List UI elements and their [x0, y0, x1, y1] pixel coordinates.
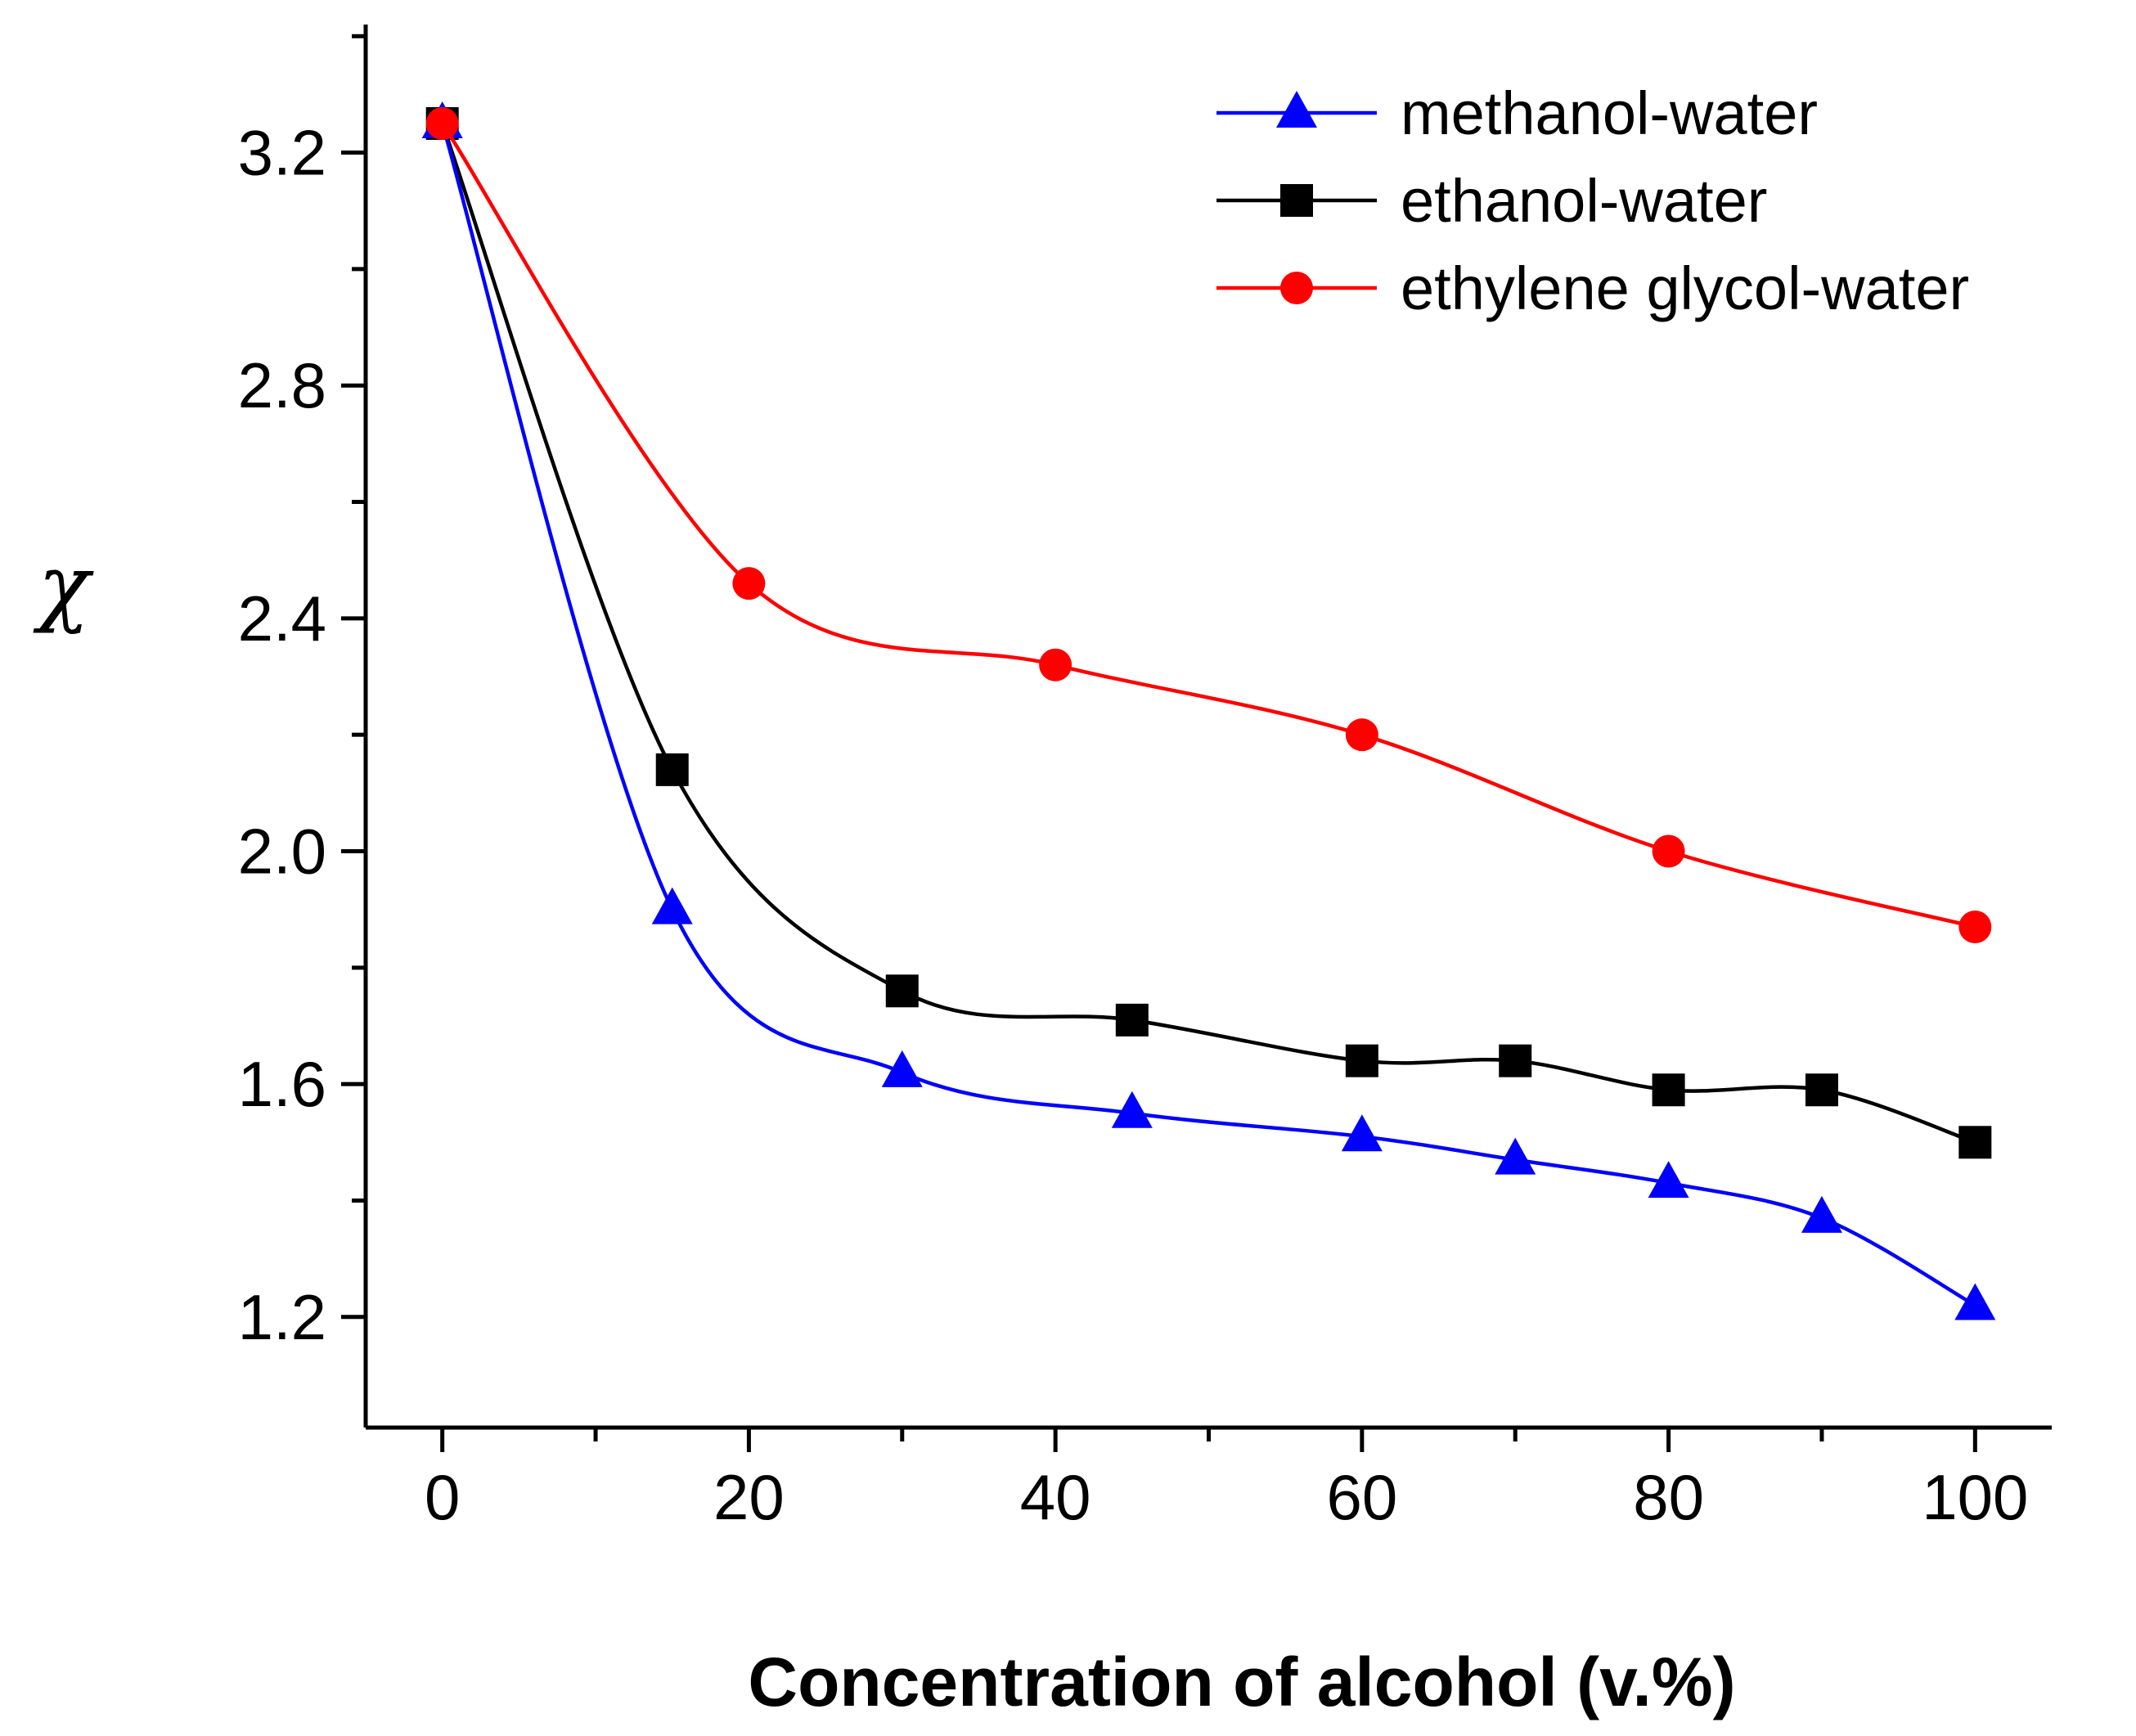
- legend-item-ethylene-glycol-water: ethylene glycol-water: [1216, 254, 1969, 322]
- x-tick-label: 0: [425, 1461, 460, 1533]
- data-point-methanol-water: [1341, 1114, 1383, 1152]
- x-tick-label: 40: [1020, 1461, 1091, 1533]
- x-tick-label: 60: [1326, 1461, 1397, 1533]
- data-point-ethanol-water: [1805, 1073, 1838, 1107]
- y-axis-title: χ: [32, 536, 94, 636]
- series-line-ethanol-water: [440, 121, 1977, 1145]
- y-tick-label: 2.8: [238, 349, 326, 421]
- x-tick-label: 80: [1633, 1461, 1704, 1533]
- data-point-ethylene-glycol-water: [1958, 911, 1992, 944]
- legend-marker-triangle: [1276, 91, 1317, 128]
- data-point-methanol-water: [1495, 1137, 1536, 1175]
- plot-series: [421, 101, 1996, 1320]
- data-point-methanol-water: [881, 1050, 923, 1087]
- series-line-ethylene-glycol-water: [440, 121, 1977, 929]
- y-tick-label: 1.2: [238, 1281, 326, 1353]
- data-point-methanol-water: [651, 887, 693, 924]
- series-line-methanol-water: [440, 121, 1977, 1307]
- data-point-ethanol-water: [655, 753, 689, 786]
- series-methanol-water: [421, 101, 1996, 1320]
- legend-marker-square: [1280, 184, 1313, 217]
- legend: methanol-water ethanol-water ethylene glyc…: [1216, 79, 1969, 322]
- legend-label: ethanol-water: [1401, 167, 1767, 235]
- data-point-ethylene-glycol-water: [1652, 834, 1685, 868]
- y-tick-label: 3.2: [238, 117, 326, 189]
- series-ethylene-glycol-water: [425, 106, 1992, 944]
- data-point-ethanol-water: [1115, 1003, 1149, 1037]
- y-tick-label: 2.0: [238, 815, 326, 887]
- legend-item-methanol-water: methanol-water: [1216, 79, 1818, 147]
- data-point-ethanol-water: [1499, 1044, 1532, 1077]
- data-point-ethylene-glycol-water: [732, 567, 766, 600]
- data-point-ethylene-glycol-water: [425, 106, 459, 140]
- legend-label: methanol-water: [1401, 79, 1818, 147]
- data-point-ethylene-glycol-water: [1039, 648, 1072, 681]
- legend-marker-circle: [1280, 272, 1313, 304]
- legend-item-ethanol-water: ethanol-water: [1216, 167, 1767, 235]
- data-point-ethanol-water: [1958, 1126, 1992, 1159]
- data-point-ethanol-water: [1345, 1044, 1378, 1077]
- x-axis-title: Concentration of alcohol (v.%): [748, 1644, 1735, 1720]
- data-point-ethylene-glycol-water: [1345, 718, 1378, 752]
- y-tick-label: 2.4: [238, 582, 326, 654]
- legend-label: ethylene glycol-water: [1401, 254, 1969, 322]
- data-point-methanol-water: [1648, 1161, 1689, 1199]
- y-tick-label: 1.6: [238, 1048, 326, 1120]
- data-point-methanol-water: [1801, 1195, 1842, 1233]
- x-tick-label: 20: [713, 1461, 785, 1533]
- x-tick-label: 100: [1922, 1461, 2028, 1533]
- data-point-methanol-water: [1111, 1091, 1153, 1128]
- data-point-methanol-water: [1954, 1283, 1996, 1320]
- data-point-ethanol-water: [1652, 1073, 1685, 1107]
- axes: 0 20 40 60 80 100 1.2 1.6 2.0 2.4 2.8 3.2: [238, 25, 2052, 1533]
- data-point-ethanol-water: [885, 974, 919, 1008]
